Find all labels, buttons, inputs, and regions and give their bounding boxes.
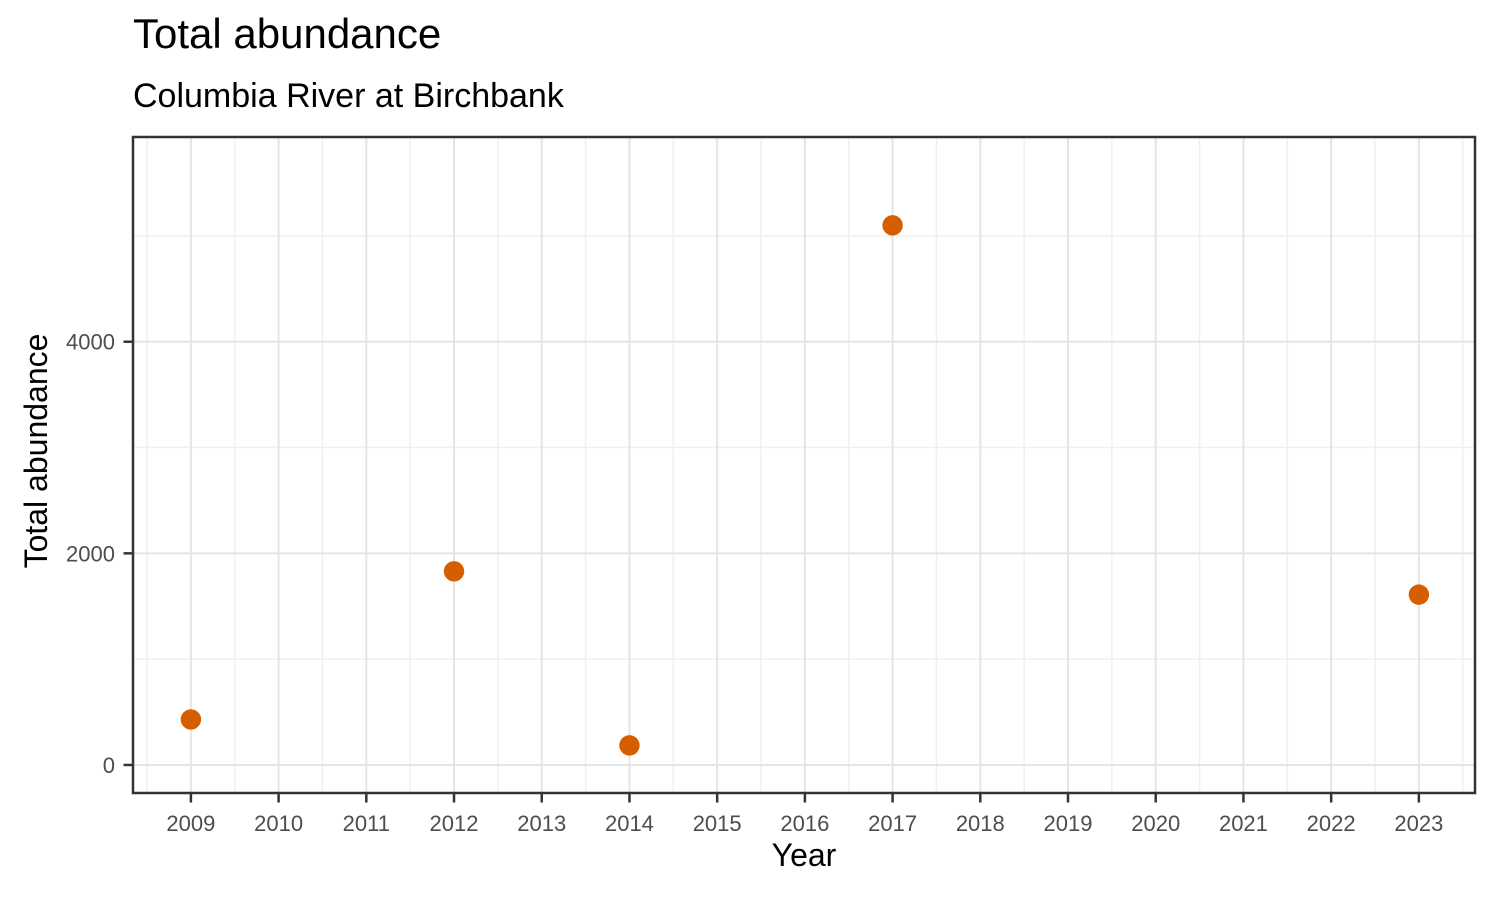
x-tick-label: 2021 [1219,811,1268,836]
data-point [882,215,903,236]
x-tick-label: 2009 [166,811,215,836]
data-point [443,561,465,582]
panel-border [131,135,1477,795]
x-tick-label: 2018 [956,811,1005,836]
y-axis-title: Total abundance [18,333,54,569]
chart-subtitle: Columbia River at Birchbank [133,77,564,115]
x-tick-label: 2013 [517,811,566,836]
x-tick-label: 2015 [693,811,742,836]
x-axis-title: Year [771,837,837,873]
x-tick-label: 2010 [254,811,303,836]
x-tick-label: 2012 [430,811,479,836]
x-tick-label: 2011 [343,811,390,836]
y-tick-label: 2000 [66,541,115,566]
x-tick-label: 2014 [605,811,654,836]
data-point [1408,584,1430,605]
x-tick-label: 2023 [1394,811,1443,836]
x-tick-label: 2020 [1131,811,1180,836]
chart-title: Total abundance [133,10,442,57]
data-point [180,709,202,730]
x-tick-label: 2016 [780,811,829,836]
y-tick-label: 0 [103,753,115,778]
y-tick-label: 4000 [66,330,115,355]
x-tick-label: 2017 [868,811,917,836]
x-tick-label: 2019 [1044,811,1093,836]
data-point [619,735,640,756]
x-tick-label: 2022 [1307,811,1356,836]
